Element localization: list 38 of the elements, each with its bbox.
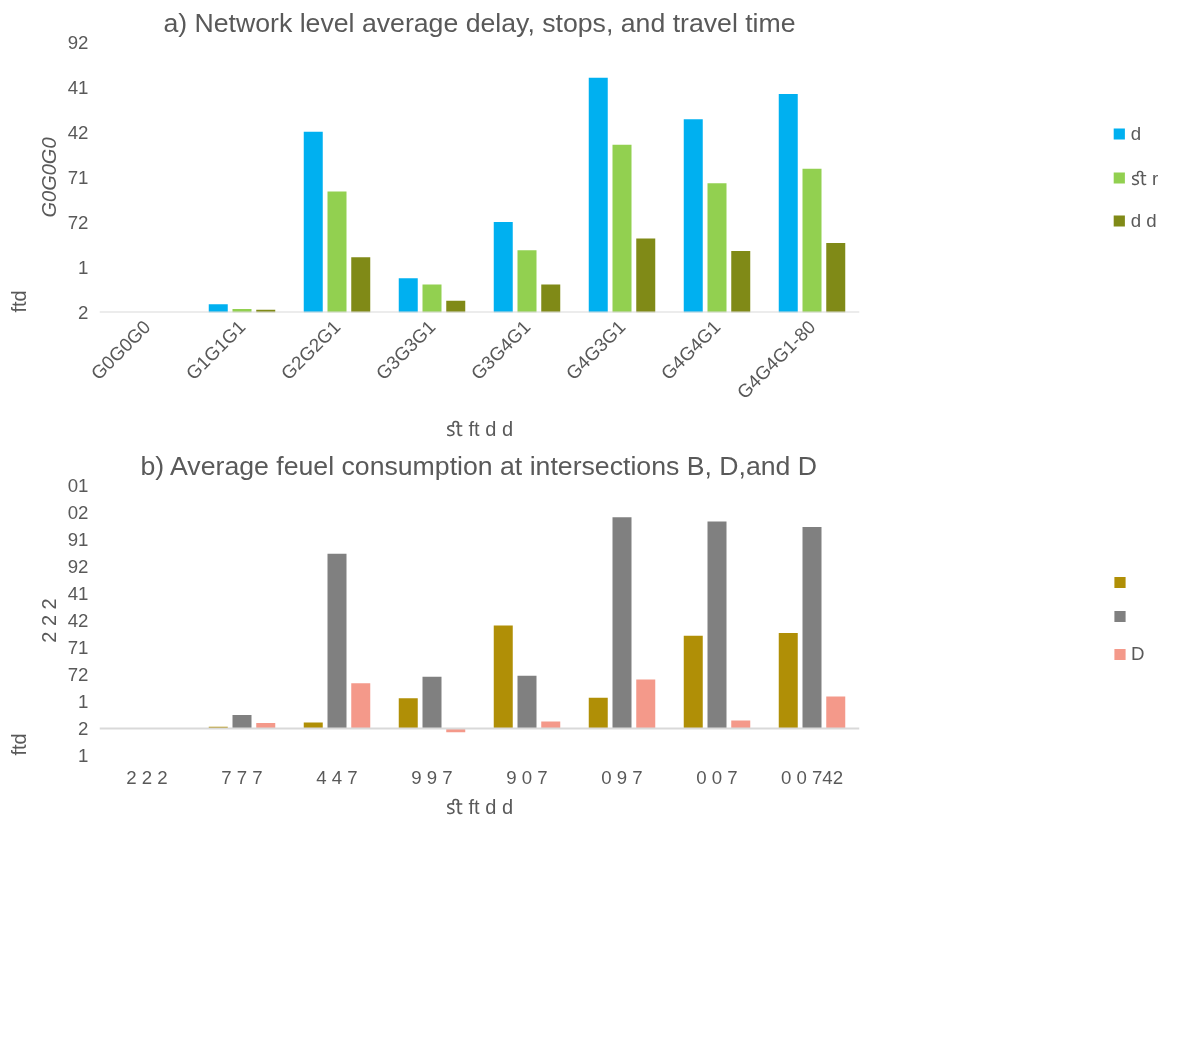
- text: 72: [67, 664, 89, 685]
- text: 41: [67, 583, 89, 604]
- text: 42: [67, 122, 89, 143]
- x-tick-label: 0 9 7: [601, 766, 643, 788]
- text: 01: [67, 475, 89, 496]
- text: ftd: [7, 290, 30, 313]
- x-tick-label: 4 4 7: [316, 766, 358, 788]
- text: 92: [67, 556, 89, 577]
- text: 42: [67, 610, 89, 631]
- x-tick-label: 9 9 7: [411, 766, 453, 788]
- text: 91: [67, 529, 89, 550]
- text: 2: [78, 302, 89, 323]
- y-axis-title: 2 2 2: [37, 598, 60, 643]
- text: 92: [67, 32, 89, 53]
- legend-label: ﬆ r: [1130, 166, 1159, 190]
- x-tick-label: 9 0 7: [506, 766, 548, 788]
- legend-label: D: [1131, 643, 1146, 665]
- legend-label: d: [1130, 122, 1143, 145]
- text: 2: [78, 718, 89, 739]
- x-tick-label: 0 0 742: [780, 766, 844, 788]
- chart-title: b) Average feuel consumption at intersections B, D,and D: [140, 450, 818, 481]
- y-axis-title: G0G0G0: [37, 137, 60, 218]
- x-tick-label: 2 2 2: [126, 766, 168, 788]
- text: 1: [78, 691, 89, 712]
- text: 71: [67, 167, 89, 188]
- text: ftd: [7, 733, 30, 756]
- legend-label: d d: [1130, 209, 1157, 232]
- text: 71: [67, 637, 89, 658]
- x-tick-label: 0 0 7: [696, 766, 738, 788]
- x-axis-title: ﬆ ft d d: [445, 795, 514, 818]
- chart-title: a) Network level average delay, stops, and travel time: [163, 7, 796, 38]
- text: 1: [78, 257, 89, 278]
- text: 41: [67, 77, 89, 98]
- text: 1: [78, 745, 89, 766]
- text: 02: [67, 502, 89, 523]
- x-axis-title: ﬆ ft d d: [445, 418, 514, 441]
- text: 72: [67, 212, 89, 233]
- x-tick-label: 7 7 7: [221, 766, 263, 788]
